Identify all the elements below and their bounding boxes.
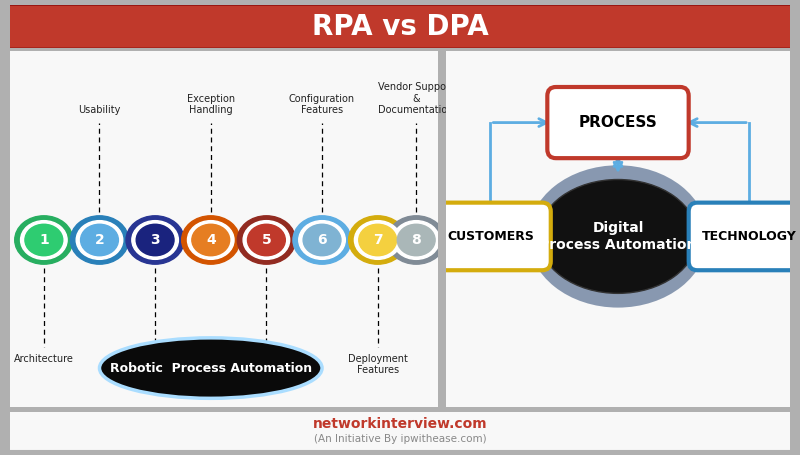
Text: Deployment
Features: Deployment Features xyxy=(348,354,408,375)
Circle shape xyxy=(81,224,118,256)
Text: 2: 2 xyxy=(94,233,104,247)
Text: 4: 4 xyxy=(206,233,216,247)
Text: Vendor Support
&
Documentation: Vendor Support & Documentation xyxy=(378,82,454,116)
Text: Robotic  Process Automation: Robotic Process Automation xyxy=(110,362,312,374)
FancyBboxPatch shape xyxy=(0,411,800,450)
Ellipse shape xyxy=(99,338,322,398)
Text: PROCESS: PROCESS xyxy=(578,115,658,130)
Circle shape xyxy=(293,216,351,264)
Circle shape xyxy=(398,224,435,256)
FancyBboxPatch shape xyxy=(430,202,550,270)
Text: 1: 1 xyxy=(39,233,49,247)
Text: Usability: Usability xyxy=(78,106,121,116)
Text: Configuration
Features: Configuration Features xyxy=(289,94,355,116)
FancyBboxPatch shape xyxy=(1,44,446,415)
Text: networkinterview.com: networkinterview.com xyxy=(313,417,487,431)
Text: RPA vs DPA: RPA vs DPA xyxy=(312,13,488,40)
Text: 6: 6 xyxy=(318,233,327,247)
Text: TECHNOLOGY: TECHNOLOGY xyxy=(702,230,796,243)
Circle shape xyxy=(354,221,401,259)
Text: 5: 5 xyxy=(262,233,271,247)
Circle shape xyxy=(243,221,290,259)
Text: Architecture: Architecture xyxy=(14,354,74,364)
Circle shape xyxy=(247,224,286,256)
Circle shape xyxy=(132,221,178,259)
Circle shape xyxy=(303,224,341,256)
Text: Exception
Handling: Exception Handling xyxy=(186,94,235,116)
Circle shape xyxy=(358,224,397,256)
Ellipse shape xyxy=(528,165,708,308)
Text: 3: 3 xyxy=(150,233,160,247)
Circle shape xyxy=(238,216,295,264)
Circle shape xyxy=(126,216,184,264)
Ellipse shape xyxy=(538,180,698,293)
Circle shape xyxy=(70,216,129,264)
Text: Digital
Process Automation: Digital Process Automation xyxy=(539,221,697,252)
Circle shape xyxy=(25,224,62,256)
Circle shape xyxy=(298,221,346,259)
FancyBboxPatch shape xyxy=(689,202,800,270)
Circle shape xyxy=(393,221,439,259)
Text: 7: 7 xyxy=(373,233,382,247)
Circle shape xyxy=(187,221,234,259)
Circle shape xyxy=(21,221,67,259)
Text: CUSTOMERS: CUSTOMERS xyxy=(447,230,534,243)
Text: Integration: Integration xyxy=(128,354,182,364)
Circle shape xyxy=(192,224,230,256)
Circle shape xyxy=(387,216,446,264)
Circle shape xyxy=(14,216,73,264)
FancyBboxPatch shape xyxy=(0,4,800,49)
FancyBboxPatch shape xyxy=(547,87,689,158)
Text: Security: Security xyxy=(246,354,286,364)
Circle shape xyxy=(349,216,406,264)
Text: 8: 8 xyxy=(411,233,421,247)
Circle shape xyxy=(136,224,174,256)
Circle shape xyxy=(76,221,122,259)
FancyBboxPatch shape xyxy=(438,44,798,415)
Circle shape xyxy=(182,216,240,264)
Text: (An Initiative By ipwithease.com): (An Initiative By ipwithease.com) xyxy=(314,434,486,444)
